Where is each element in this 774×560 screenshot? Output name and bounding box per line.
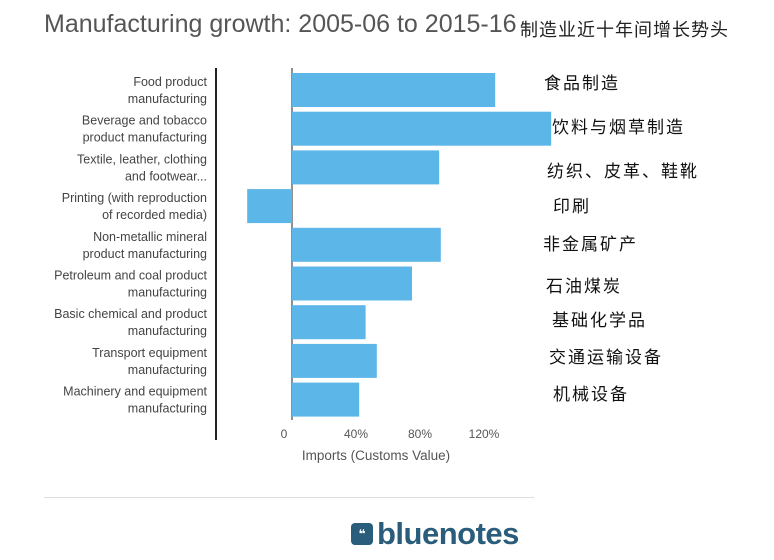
quote-icon: ❝ [351, 523, 373, 545]
category-label-3-line-1: Textile, leather, clothing [77, 152, 207, 166]
category-label-6-line-2: manufacturing [128, 286, 207, 300]
x-tick-label-3: 80% [408, 427, 432, 441]
category-label-cn-3: 纺织、皮革、鞋靴 [547, 162, 699, 182]
category-label-3-line-2: and footwear... [125, 169, 207, 183]
category-label-5-line-1: Non-metallic mineral [93, 230, 207, 244]
bar-7 [292, 305, 366, 339]
bar-3 [292, 150, 439, 184]
bar-8 [292, 344, 377, 378]
category-label-4-line-2: of recorded media) [102, 208, 207, 222]
category-label-4-line-1: Printing (with reproduction [62, 191, 207, 205]
category-label-5-line-2: product manufacturing [83, 247, 207, 261]
category-label-cn-1: 食品制造 [544, 74, 620, 94]
footer-divider [44, 497, 534, 498]
category-label-cn-4: 印刷 [553, 197, 591, 217]
bluenotes-logo: ❝ bluenotes [349, 515, 535, 553]
bar-5 [292, 228, 441, 262]
bar-1 [292, 73, 495, 107]
category-label-cn-9: 机械设备 [553, 385, 629, 405]
category-label-1-line-2: manufacturing [128, 92, 207, 106]
x-tick-label-2: 40% [344, 427, 368, 441]
bar-chart: Food product manufacturing 食品制造 Beverage an… [0, 0, 774, 500]
category-label-9-line-2: manufacturing [128, 402, 207, 416]
category-label-8-line-2: manufacturing [128, 363, 207, 377]
category-label-8-line-1: Transport equipment [92, 346, 207, 360]
category-label-7-line-1: Basic chemical and product [54, 307, 207, 321]
x-axis-title: Imports (Customs Value) [302, 448, 450, 463]
x-tick-label-4: 120% [469, 427, 500, 441]
category-label-cn-5: 非金属矿产 [543, 235, 638, 255]
x-tick-label-1: 0 [281, 427, 288, 441]
category-label-7-line-2: manufacturing [128, 324, 207, 338]
category-label-cn-6: 石油煤炭 [546, 277, 622, 297]
bar-2 [292, 112, 551, 146]
category-label-9-line-1: Machinery and equipment [63, 385, 207, 399]
category-label-cn-2: 饮料与烟草制造 [552, 118, 685, 138]
category-label-2-line-2: product manufacturing [83, 131, 207, 145]
category-label-2-line-1: Beverage and tobacco [82, 114, 207, 128]
bar-9 [292, 383, 359, 417]
logo-text: bluenotes [377, 516, 519, 552]
category-label-1-line-1: Food product [133, 75, 207, 89]
bar-4 [247, 189, 292, 223]
category-label-6-line-1: Petroleum and coal product [54, 269, 207, 283]
category-label-cn-7: 基础化学品 [552, 311, 647, 331]
bar-6 [292, 267, 412, 301]
category-label-cn-8: 交通运输设备 [549, 348, 663, 368]
